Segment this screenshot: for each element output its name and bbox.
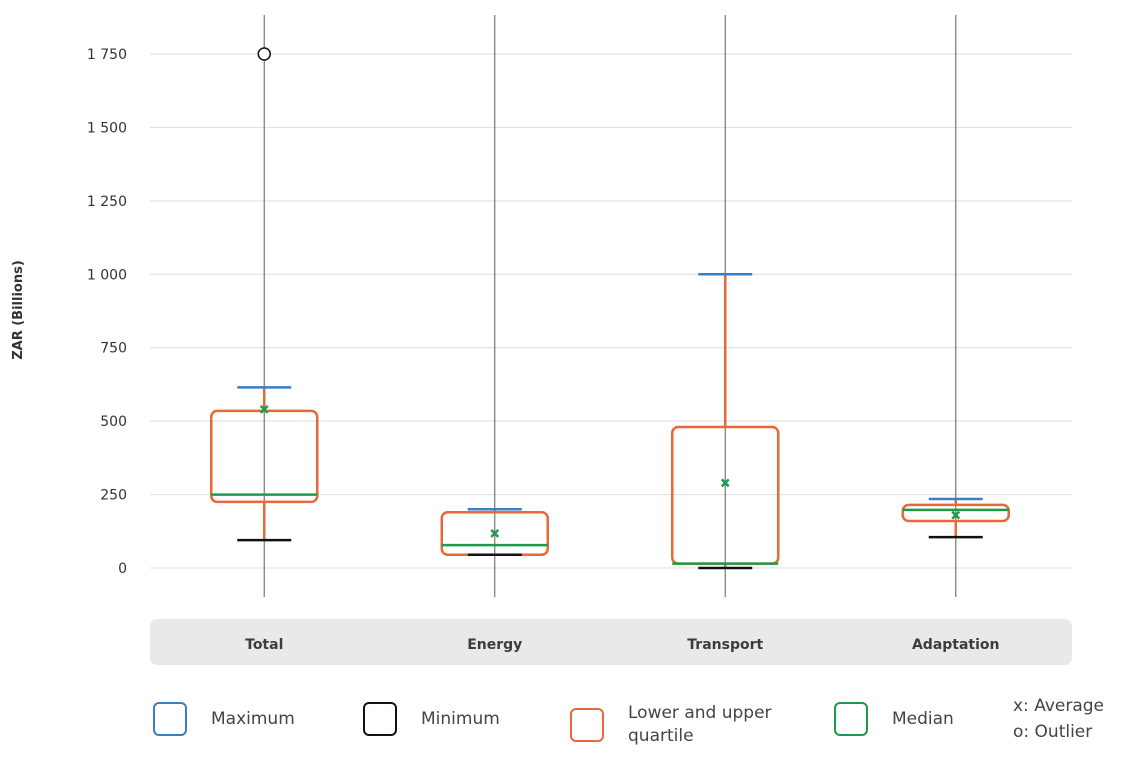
category-label: Energy: [467, 637, 522, 653]
mean-marker: [259, 405, 269, 414]
quartile-box: [901, 503, 1010, 523]
legend-swatch-minimum: [363, 702, 397, 736]
y-tick-label: 1 750: [87, 47, 127, 63]
legend-note-outlier: o: Outlier: [1013, 722, 1093, 742]
category-label: Total: [245, 637, 283, 653]
box-adaptation: [901, 15, 1010, 597]
y-tick-label: 0: [118, 561, 127, 577]
grid-lines: [150, 53, 1072, 569]
legend-note-average: x: Average: [1013, 696, 1105, 716]
category-band: [150, 619, 1072, 665]
legend-item-quartile: Lower and upper quartile: [570, 702, 788, 748]
legend-label-maximum: Maximum: [211, 708, 295, 729]
legend: Maximum Minimum Lower and upper quartile…: [0, 680, 1133, 762]
mean-marker: [720, 478, 730, 488]
y-tick-label: 500: [100, 414, 127, 430]
outlier-point: [257, 47, 271, 61]
category-label: Transport: [687, 637, 763, 653]
box-total: [210, 15, 319, 597]
boxes: [210, 15, 1010, 597]
y-tick-label: 1 500: [87, 120, 127, 136]
legend-item-median: Median: [834, 702, 954, 736]
box-transport: [671, 15, 780, 597]
legend-label-quartile: Lower and upper quartile: [628, 703, 772, 746]
mean-marker: [490, 528, 500, 538]
category-label: Adaptation: [912, 637, 1000, 653]
legend-label-median: Median: [892, 708, 954, 729]
box-energy: [440, 15, 549, 597]
y-tick-label: 1 250: [87, 194, 127, 210]
legend-item-minimum: Minimum: [363, 702, 500, 736]
legend-swatch-maximum: [153, 702, 187, 736]
legend-label-minimum: Minimum: [421, 708, 500, 729]
box-plot-chart: 0 250 500 750 1 000 1 250 1 500 1 750 ZAR (Bill…: [11, 15, 1072, 665]
legend-swatch-median: [834, 702, 868, 736]
y-axis-label: ZAR (Billions): [11, 260, 26, 360]
y-axis-ticks: 0 250 500 750 1 000 1 250 1 500 1 750: [87, 47, 127, 577]
y-tick-label: 750: [100, 341, 127, 357]
mean-marker: [951, 510, 961, 520]
y-tick-label: 1 000: [87, 267, 127, 283]
y-tick-label: 250: [100, 488, 127, 504]
category-labels: Total Energy Transport Adaptation: [245, 637, 999, 653]
legend-item-maximum: Maximum: [153, 702, 295, 736]
legend-swatch-quartile: [570, 708, 604, 742]
